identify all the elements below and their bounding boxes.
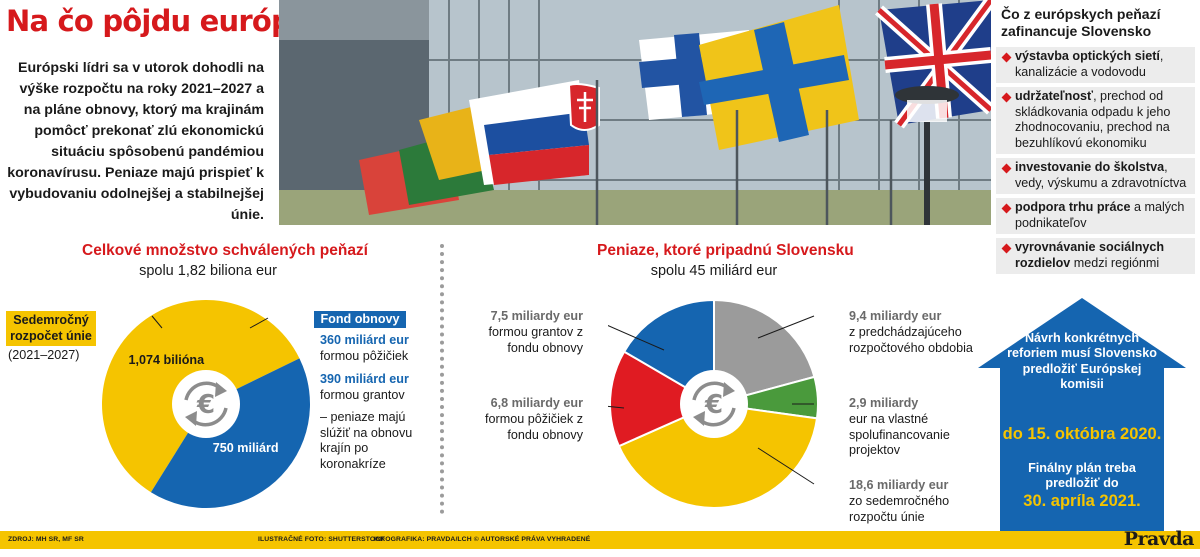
list-item: investovanie do školstva, vedy, výskumu … — [996, 158, 1195, 194]
pie-chart-total: 1,074 bilióna 750 miliárd € — [101, 299, 310, 508]
deadline-date-2: 30. apríla 2021. — [1023, 492, 1141, 510]
label-loans-text: formou pôžičiek — [320, 349, 409, 363]
diamond-bullet-icon — [1001, 243, 1012, 254]
footer-photo-credit: ILUSTRAČNÉ FOTO: SHUTTERSTOCK — [258, 536, 386, 543]
chart-title-total: Celkové množstvo schválených peňazí — [82, 242, 368, 259]
tag-budget: Sedemročný rozpočet únie — [6, 311, 96, 346]
label-grants-sk-text: formou grantov z fondu obnovy — [488, 325, 584, 355]
illustration-photo — [279, 0, 991, 225]
pie-slice — [609, 350, 717, 448]
leader-line — [151, 315, 163, 329]
label-prev-text: z predchádzajúceho rozpočtového obdobia — [849, 325, 973, 355]
label-own-amount: 2,9 miliardy — [849, 396, 919, 410]
section-divider — [440, 244, 444, 514]
label-prev-amount: 9,4 miliardy eur — [849, 309, 942, 323]
svg-text:€: € — [196, 390, 215, 420]
deadline-text-2: Finálny plán treba predložiť do — [1028, 461, 1136, 491]
list-item: udržateľnosť, prechod od skládkovania od… — [996, 87, 1195, 154]
label-own-text: eur na vlastné spolufinancovanie projekt… — [849, 412, 950, 457]
footer-bar — [0, 531, 1200, 549]
pie-chart-slovakia: € — [608, 298, 819, 509]
diamond-bullet-icon — [1001, 163, 1012, 174]
up-arrow-shape — [978, 298, 1186, 540]
leader-line — [608, 325, 665, 351]
item-text: a malých podnikateľov — [1015, 200, 1185, 230]
label-grants-sk-amount: 7,5 miliardy eur — [490, 309, 583, 323]
diamond-bullet-icon — [1001, 92, 1012, 103]
leader-line — [608, 405, 625, 409]
leader-line — [757, 447, 815, 485]
pie-slice-label: 1,074 bilióna — [129, 353, 206, 367]
list-item: výstavba optických sietí, kanalizácie a … — [996, 47, 1195, 83]
sidebar-list: výstavba optických sietí, kanalizácie a … — [996, 47, 1195, 278]
label-budget-sk-amount: 18,6 miliardy eur — [849, 478, 949, 492]
item-highlight: investovanie do školstva — [1015, 160, 1165, 174]
chart-title-slovakia: Peniaze, ktoré pripadnú Slovensku — [597, 242, 854, 259]
brand-logo: Pravda — [1123, 528, 1195, 550]
item-highlight: vyrovnávanie sociálnych rozdielov — [1015, 240, 1165, 270]
pie-slice — [713, 298, 816, 406]
svg-text:€: € — [704, 390, 723, 420]
chart-subtitle-total: spolu 1,82 biliona eur — [139, 263, 277, 279]
pie-slice — [617, 402, 819, 509]
item-highlight: udržateľnosť — [1015, 89, 1094, 103]
intro-text: Európski lídri sa v utorok dohodli na vý… — [7, 60, 264, 223]
pie-slice — [622, 298, 715, 406]
diamond-bullet-icon — [1001, 203, 1012, 214]
item-highlight: podpora trhu práce — [1015, 200, 1131, 214]
item-text: , kanalizácie a vodovodu — [1015, 49, 1164, 79]
deadline-text-1: Návrh konkrétnych reforiem musí Slovensk… — [1007, 331, 1157, 392]
label-loans-sk-amount: 6,8 miliardy eur — [490, 396, 583, 410]
diamond-bullet-icon — [1001, 52, 1012, 63]
label-grants-text: formou grantov — [320, 388, 405, 402]
item-text: , vedy, výskumu a zdravotníctva — [1015, 160, 1187, 190]
label-loans-amount: 360 miliárd eur — [320, 333, 409, 347]
euro-exchange-icon: € — [172, 370, 240, 438]
euro-exchange-icon: € — [680, 370, 748, 438]
leader-line — [249, 317, 269, 329]
label-grants-amount: 390 miliárd eur — [320, 372, 409, 386]
deadline-date-1: do 15. októbra 2020. — [1002, 425, 1162, 443]
tag-fund: Fond obnovy — [314, 311, 406, 328]
pie-slice-label: 750 miliárd — [213, 441, 279, 455]
item-text: , prechod od skládkovania odpadu k jeho … — [1015, 89, 1171, 150]
footer-source: ZDROJ: MH SR, MF SR — [8, 536, 84, 543]
list-item: podpora trhu práce a malých podnikateľov — [996, 198, 1195, 234]
leader-line — [757, 315, 815, 339]
list-item: vyrovnávanie sociálnych rozdielov medzi … — [996, 238, 1195, 274]
footer-infographic-credit: INFOGRAFIKA: PRAVDA/LCH © AUTORSKÉ PRÁVA… — [374, 536, 591, 543]
label-budget-years: (2021–2027) — [8, 348, 80, 362]
item-text: medzi regiónmi — [1070, 255, 1160, 270]
label-loans-sk-text: formou pôžičiek z fondu obnovy — [485, 412, 583, 442]
chart-subtitle-slovakia: spolu 45 miliárd eur — [650, 263, 778, 279]
label-fund-note: – peniaze majú slúžiť na obnovu krajín p… — [320, 410, 413, 471]
pie-slice — [150, 358, 310, 508]
label-budget-sk-text: zo sedemročného rozpočtu únie — [849, 494, 950, 524]
item-highlight: výstavba optických sietí — [1015, 49, 1160, 63]
sidebar-title: Čo z európskych peňazí zafinancuje Slove… — [1001, 6, 1161, 39]
